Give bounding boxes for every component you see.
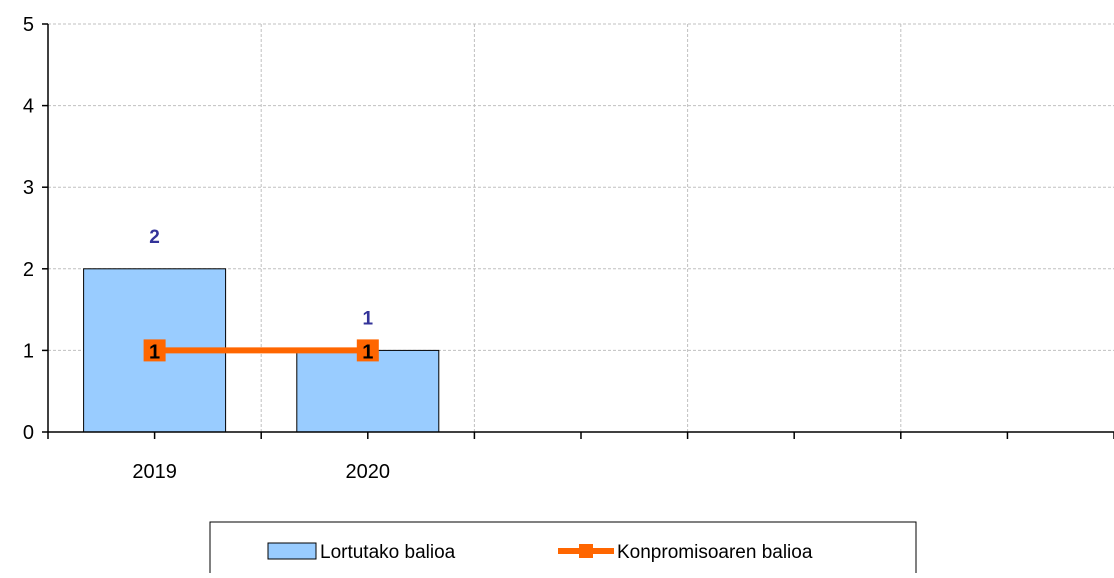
legend-line-marker (579, 544, 593, 558)
y-tick-label: 4 (23, 96, 34, 118)
line-data-label: 1 (362, 341, 373, 363)
y-tick-label: 0 (23, 422, 34, 444)
x-tick-label: 2019 (132, 461, 177, 483)
x-tick-label: 2020 (346, 461, 391, 483)
bar-data-label: 2 (149, 227, 160, 248)
bar-data-label: 1 (363, 308, 374, 329)
y-tick-label: 2 (23, 259, 34, 281)
legend-bar-swatch (268, 543, 316, 559)
legend-line-label: Konpromisoaren balioa (617, 542, 813, 563)
line-data-label: 1 (149, 341, 160, 363)
y-tick-label: 5 (23, 14, 34, 36)
legend-bar-label: Lortutako balioa (320, 542, 456, 563)
y-tick-label: 1 (23, 340, 34, 362)
y-tick-label: 3 (23, 177, 34, 199)
